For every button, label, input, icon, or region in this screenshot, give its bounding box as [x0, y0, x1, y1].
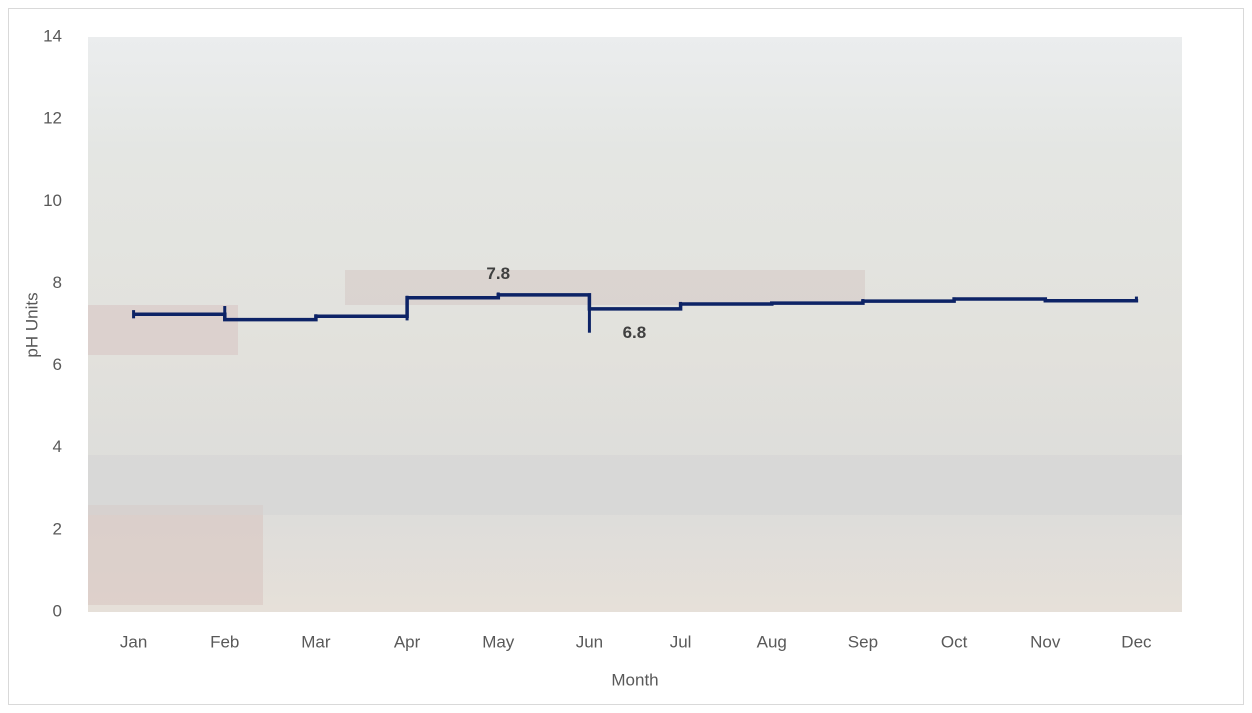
background-roof: [88, 505, 263, 605]
plot-background: [88, 37, 1182, 612]
x-tick-label: Aug: [757, 632, 787, 651]
background-road: [88, 455, 1182, 515]
x-tick-label: Oct: [941, 632, 968, 651]
data-label: 7.8: [486, 264, 510, 283]
x-tick-label: Dec: [1121, 632, 1152, 651]
x-tick-label: Apr: [394, 632, 421, 651]
y-axis-title: pH Units: [22, 292, 41, 357]
y-tick-label: 0: [53, 601, 62, 620]
x-tick-label: Nov: [1030, 632, 1061, 651]
y-tick-label: 10: [43, 191, 62, 210]
y-tick-label: 6: [53, 355, 62, 374]
y-tick-label: 4: [53, 437, 62, 456]
x-tick-label: Sep: [848, 632, 878, 651]
x-tick-label: Feb: [210, 632, 239, 651]
x-tick-label: Mar: [301, 632, 331, 651]
background-roof: [345, 270, 865, 305]
y-tick-label: 8: [53, 273, 62, 292]
data-label: 6.8: [623, 323, 647, 342]
x-tick-label: Jul: [670, 632, 692, 651]
x-tick-label: Jan: [120, 632, 147, 651]
y-tick-label: 2: [53, 519, 62, 538]
y-tick-label: 14: [43, 26, 62, 45]
x-tick-label: May: [482, 632, 515, 651]
y-tick-label: 12: [43, 109, 62, 128]
x-axis-title: Month: [611, 670, 658, 689]
x-tick-label: Jun: [576, 632, 603, 651]
